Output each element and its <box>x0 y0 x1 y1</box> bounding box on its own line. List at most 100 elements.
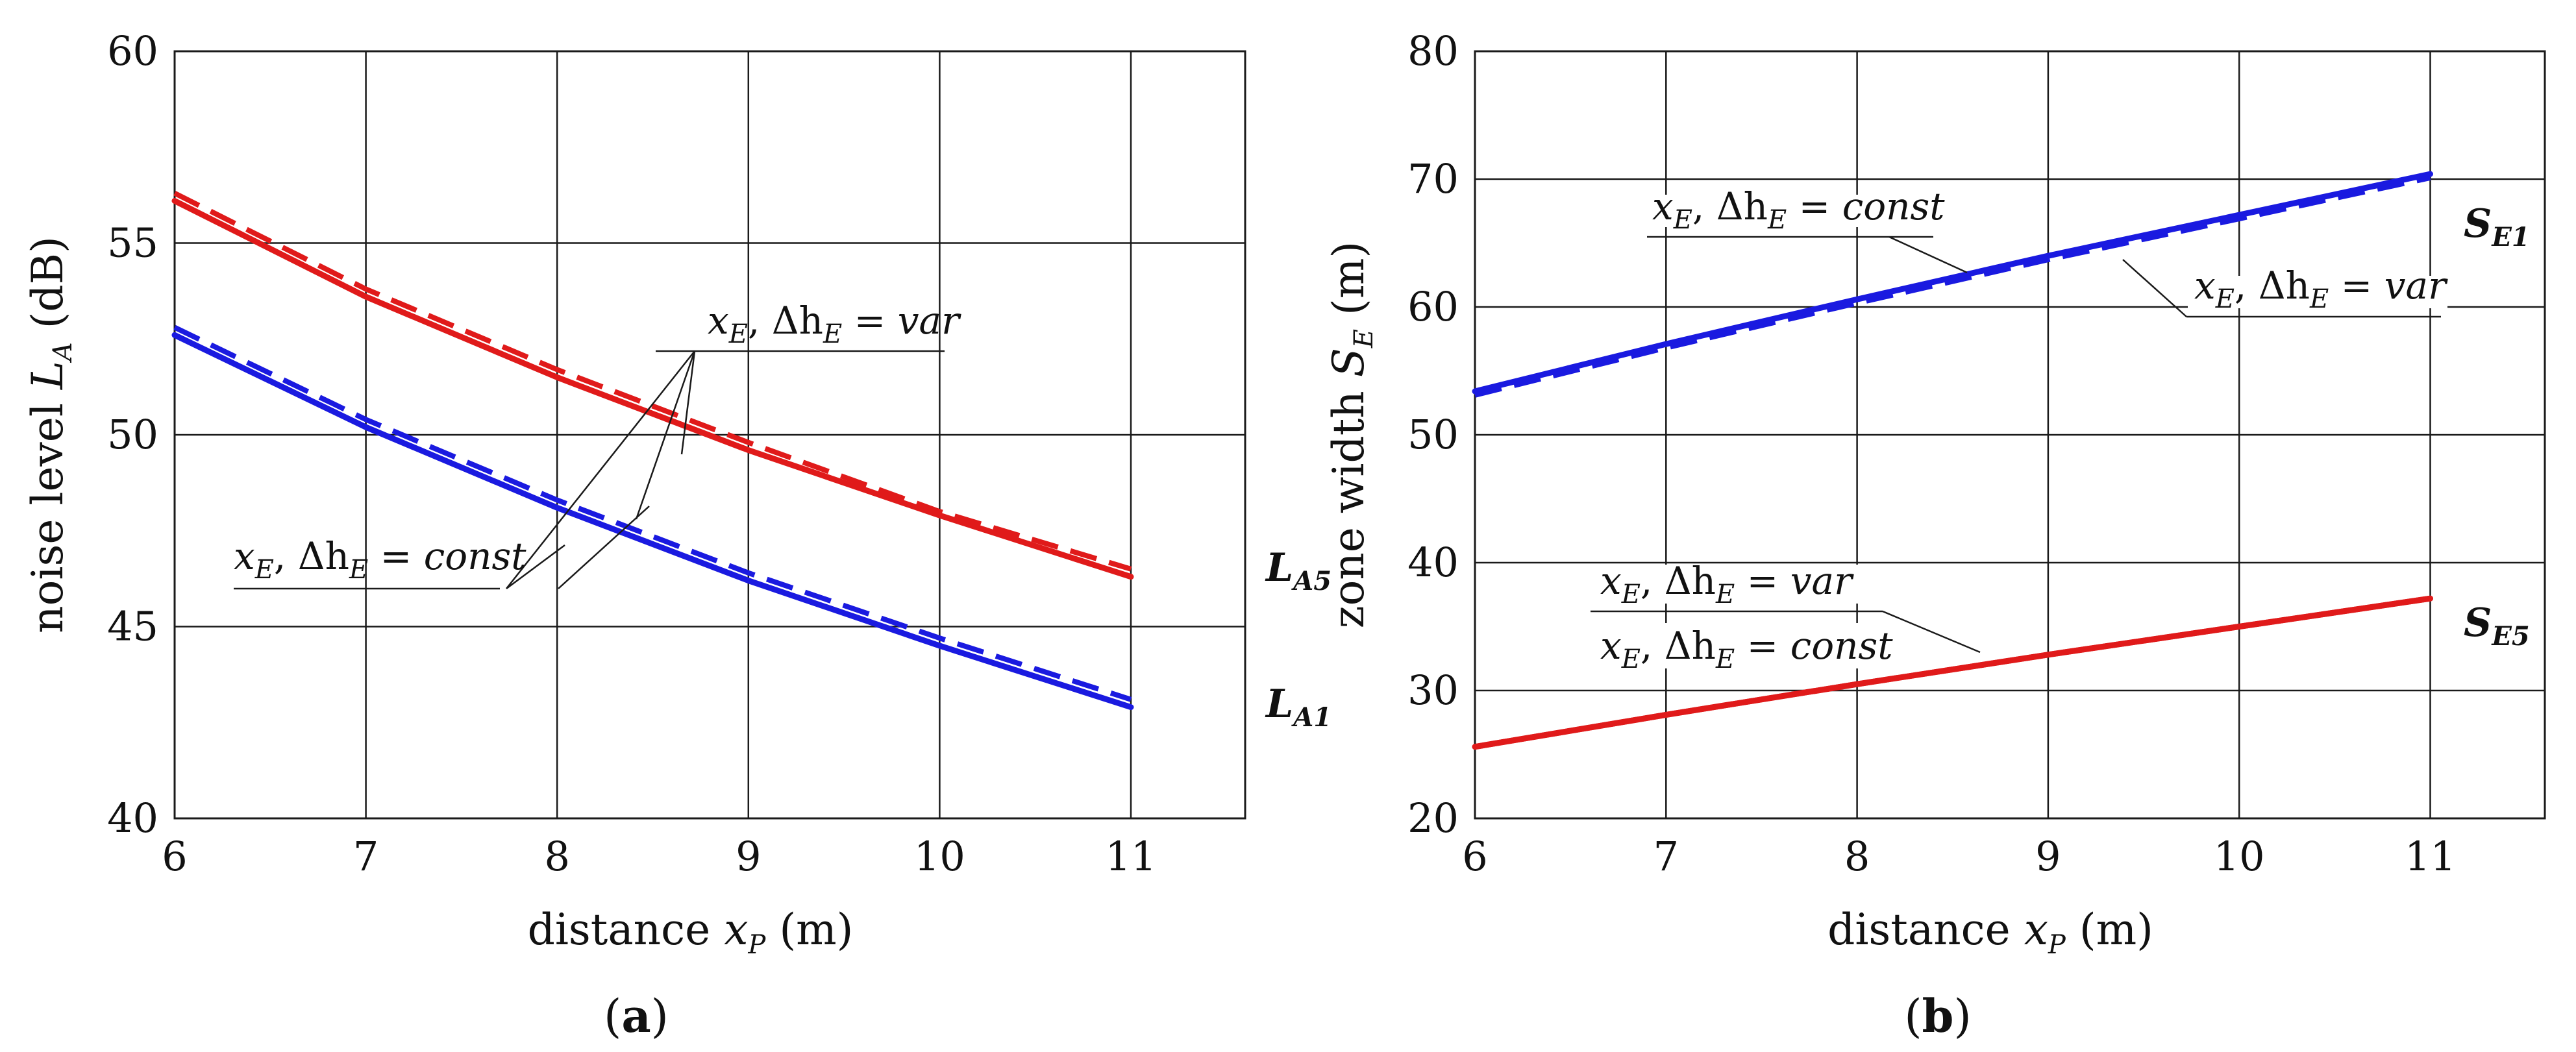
x-tick-label: 9 <box>2035 833 2061 880</box>
end-label-main: L <box>1265 681 1293 727</box>
x-tick-label: 6 <box>1462 833 1487 880</box>
annotation-text: , Δh <box>748 299 823 343</box>
annotation-label: xE, ΔhE = var <box>708 299 961 349</box>
y-tick-label: 50 <box>1407 411 1459 458</box>
annotation-label: xE, ΔhE = var <box>1600 559 1854 609</box>
x-axis-label-sub: P <box>2048 930 2066 960</box>
annotation-sub: E <box>349 555 368 585</box>
panel-label-letter: b <box>1922 989 1954 1043</box>
panel-label-letter: a <box>621 989 650 1043</box>
series-end-label: SE5 <box>2464 600 2530 652</box>
leader-line <box>1882 610 1981 654</box>
series-line-la1-dashed <box>173 324 1132 702</box>
end-label-main: S <box>2464 201 2492 247</box>
panel-label-paren: ( <box>604 990 621 1043</box>
x-axis-label-text: distance <box>528 905 724 955</box>
y-axis-label: zone width SE (m) <box>1324 241 1379 628</box>
annotation-sub: E <box>1673 205 1692 235</box>
series-line-la5-dashed <box>173 191 1132 572</box>
panel-label-paren: ( <box>1904 990 1922 1043</box>
annotation-text: = var <box>1735 559 1854 603</box>
annotation-var: x <box>234 534 255 578</box>
panel-label-paren: ) <box>1953 990 1971 1043</box>
panel-label-paren: ) <box>651 990 669 1043</box>
y-tick-label: 20 <box>1407 794 1459 842</box>
annotation-text: , Δh <box>1641 559 1716 603</box>
series-line-se1-solid <box>1472 171 2433 395</box>
end-label-sub: A5 <box>1291 566 1331 596</box>
series-line-se1-dashed <box>1474 175 2431 398</box>
annotation-sub: E <box>1621 644 1641 674</box>
leader-line <box>506 544 565 590</box>
end-label-sub: A1 <box>1291 702 1331 733</box>
series-line-se5-solid <box>1472 595 2433 750</box>
x-axis-label-var: x <box>2024 905 2048 955</box>
annotation-text: = const <box>1735 624 1893 668</box>
annotation-label: xE, ΔhE = const <box>1600 624 1893 674</box>
x-tick-label: 7 <box>1653 833 1679 880</box>
y-axis-label-unit: (m) <box>1324 241 1374 329</box>
x-axis-label-var: x <box>724 905 748 955</box>
leader-line <box>635 350 696 520</box>
y-axis-label-text: noise level <box>23 389 73 633</box>
y-tick-label: 30 <box>1407 667 1459 714</box>
end-label-main: S <box>2464 600 2492 646</box>
annotation-sub: E <box>2215 284 2235 314</box>
annotation-text: , Δh <box>1641 624 1716 668</box>
x-axis-label-unit: (m) <box>2066 905 2153 955</box>
x-tick-label: 6 <box>162 833 187 880</box>
y-tick-label: 55 <box>107 219 158 267</box>
x-tick-label: 8 <box>544 833 569 880</box>
annotation-label: xE, ΔhE = const <box>234 534 526 585</box>
annotation-sub: E <box>823 319 842 349</box>
y-tick-label: 80 <box>1407 27 1459 75</box>
y-axis-label-sub: A <box>48 342 78 363</box>
y-axis-label-sub: E <box>1349 329 1379 349</box>
leader-line <box>506 350 695 589</box>
annotation-sub: E <box>1621 580 1641 609</box>
y-axis-label: noise level LA (dB) <box>23 236 78 633</box>
x-axis-label-text: distance <box>1827 905 2024 955</box>
end-label-main: L <box>1265 545 1293 591</box>
end-label-sub: E1 <box>2491 222 2529 252</box>
annotation-var: x <box>1600 559 1622 603</box>
panel-label: (a) <box>604 989 669 1043</box>
x-tick-label: 8 <box>1844 833 1870 880</box>
annotation-var: x <box>1652 184 1674 228</box>
annotation-var: x <box>2194 263 2216 308</box>
annotation-label: xE, ΔhE = const <box>1652 184 1945 235</box>
leader-line <box>2122 259 2187 317</box>
x-axis-label-sub: P <box>747 930 766 960</box>
y-axis-label-text: zone width <box>1324 377 1374 628</box>
annotation-label: xE, ΔhE = var <box>2194 263 2448 314</box>
series-end-label: LA5 <box>1265 545 1331 596</box>
annotation-background <box>1646 195 1938 227</box>
annotation-background <box>2188 276 2447 308</box>
y-tick-label: 60 <box>1407 283 1459 330</box>
y-axis-label-var: L <box>23 361 73 390</box>
x-tick-label: 9 <box>736 833 761 880</box>
x-tick-label: 7 <box>353 833 378 880</box>
series-end-label: LA1 <box>1265 681 1331 733</box>
x-tick-label: 10 <box>914 833 965 880</box>
annotation-text: = var <box>2329 263 2448 308</box>
y-axis-label-var: S <box>1324 348 1374 377</box>
y-tick-label: 70 <box>1407 155 1459 202</box>
annotation-sub: E <box>1767 205 1787 235</box>
x-axis-label: distance xP (m) <box>528 905 854 960</box>
annotation-sub: E <box>2309 284 2329 314</box>
series-end-label: SE1 <box>2464 201 2530 252</box>
annotation-var: x <box>708 299 729 343</box>
annotation-text: , Δh <box>274 534 349 578</box>
y-tick-label: 45 <box>107 603 158 650</box>
annotation-sub: E <box>1715 580 1735 609</box>
annotation-sub: E <box>1715 644 1735 674</box>
series-line-la1-solid <box>171 332 1134 711</box>
annotation-background <box>1594 565 1879 604</box>
leader-line <box>1889 236 1968 274</box>
y-tick-label: 50 <box>107 411 158 458</box>
annotation-text: = const <box>1787 184 1945 228</box>
leader-line <box>558 506 650 589</box>
